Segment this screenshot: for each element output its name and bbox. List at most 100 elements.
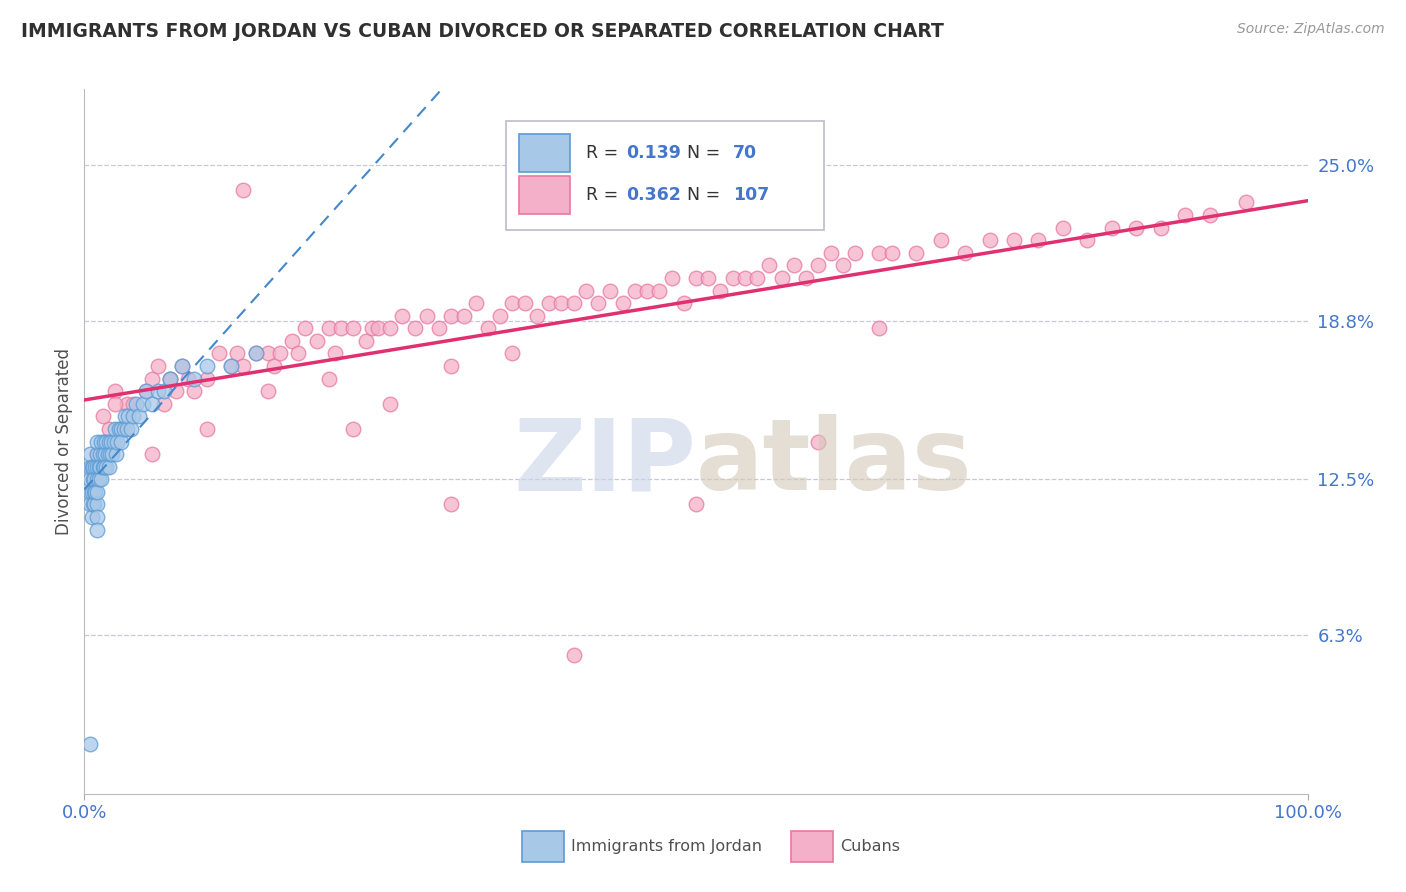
Point (367, 321, 389, 335)
Point (794, 271, 817, 285)
Point (105, 447, 128, 461)
Point (869, 321, 891, 335)
Point (172, 359, 194, 373)
Point (82, 498, 104, 512)
Point (305, 334, 328, 348)
Point (100, 434, 122, 449)
Point (115, 397, 138, 411)
Text: IMMIGRANTS FROM JORDAN VS CUBAN DIVORCED OR SEPARATED CORRELATION CHART: IMMIGRANTS FROM JORDAN VS CUBAN DIVORCED… (21, 22, 943, 41)
Point (104, 384, 127, 399)
Point (96, 434, 118, 449)
Point (831, 259, 853, 273)
Point (87, 459, 110, 474)
Point (183, 384, 205, 399)
Point (672, 296, 695, 310)
Point (79, 737, 101, 751)
Point (153, 397, 176, 411)
Point (269, 346, 291, 360)
Point (575, 284, 598, 298)
Point (141, 397, 163, 411)
Point (86, 447, 108, 461)
Point (84, 484, 107, 499)
Point (1174, 208, 1197, 222)
Point (318, 371, 340, 385)
Point (141, 447, 163, 461)
Point (245, 346, 267, 360)
Point (79, 484, 101, 499)
Point (97, 422, 120, 436)
Text: N =: N = (688, 186, 725, 204)
Point (323, 346, 346, 360)
Point (82, 472, 104, 486)
Point (90, 434, 112, 449)
Point (86, 484, 108, 499)
Point (330, 321, 353, 335)
Point (135, 384, 157, 399)
Point (636, 284, 658, 298)
Point (79, 447, 101, 461)
Point (146, 359, 169, 373)
Point (153, 384, 176, 399)
Point (1198, 208, 1220, 222)
Point (380, 397, 402, 411)
Point (84, 459, 107, 474)
Point (86, 523, 108, 537)
Point (342, 422, 364, 436)
Point (80, 484, 103, 499)
Point (844, 245, 866, 260)
Point (979, 233, 1001, 247)
Point (734, 271, 756, 285)
Point (232, 183, 254, 197)
Point (807, 259, 830, 273)
Point (159, 371, 181, 385)
Point (91, 447, 114, 461)
Point (128, 409, 150, 424)
Point (440, 498, 463, 512)
Point (159, 371, 181, 385)
Point (807, 434, 830, 449)
Point (183, 371, 205, 385)
Point (526, 309, 548, 323)
Point (110, 434, 132, 449)
Point (612, 296, 634, 310)
Point (257, 346, 280, 360)
Point (98, 447, 121, 461)
Point (115, 422, 138, 436)
Point (80, 459, 103, 474)
Point (97, 459, 120, 474)
Text: 0.362: 0.362 (626, 186, 681, 204)
Point (112, 422, 135, 436)
Text: 107: 107 (733, 186, 769, 204)
Point (747, 271, 769, 285)
Text: ZIP: ZIP (513, 414, 696, 511)
Point (820, 245, 842, 260)
Point (146, 384, 169, 399)
Text: Source: ZipAtlas.com: Source: ZipAtlas.com (1237, 22, 1385, 37)
Point (550, 296, 572, 310)
Point (257, 384, 280, 399)
Point (125, 397, 148, 411)
Point (929, 233, 952, 247)
Point (342, 321, 364, 335)
Point (685, 271, 707, 285)
Point (232, 359, 254, 373)
Text: Cubans: Cubans (841, 839, 900, 855)
Point (770, 271, 793, 285)
Point (89, 447, 111, 461)
Point (80, 510, 103, 524)
Point (562, 296, 585, 310)
Point (538, 296, 561, 310)
Point (122, 397, 145, 411)
Point (97, 447, 120, 461)
Point (195, 371, 218, 385)
Point (360, 321, 382, 335)
Point (513, 296, 536, 310)
Point (141, 371, 163, 385)
Point (79, 498, 101, 512)
Point (122, 409, 145, 424)
Point (354, 334, 377, 348)
Point (107, 422, 129, 436)
Point (562, 648, 585, 663)
Point (624, 284, 647, 298)
Point (104, 397, 127, 411)
